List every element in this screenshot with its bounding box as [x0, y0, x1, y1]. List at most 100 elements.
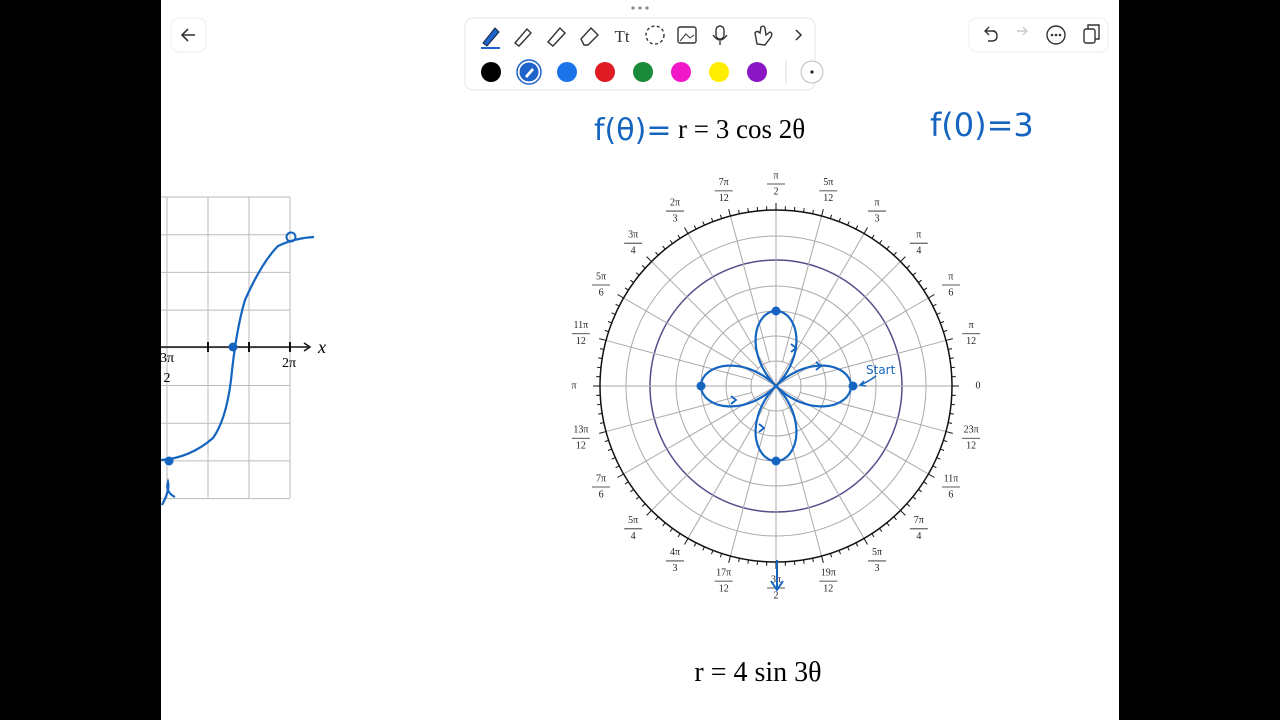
angle-label-numerator: 4π: [670, 547, 680, 558]
angle-label-denominator: 3: [673, 563, 678, 574]
angle-label-numerator: 13π: [573, 425, 588, 436]
handwritten-point: [285, 231, 297, 243]
highlighter-tool[interactable]: [546, 26, 566, 47]
angle-label-numerator: 7π: [596, 473, 606, 484]
angle-label-denominator: 12: [823, 193, 833, 204]
handwritten-arrow: [770, 560, 784, 592]
handwritten-point: [228, 342, 238, 352]
angle-label-numerator: 5π: [596, 271, 606, 282]
radial-line: [775, 385, 929, 475]
angle-label: π: [571, 380, 576, 391]
angle-label-numerator: 5π: [628, 515, 638, 526]
color-swatch[interactable]: [481, 62, 501, 82]
radial-line: [775, 385, 865, 539]
mic-tool[interactable]: [712, 25, 728, 45]
gesture-tool[interactable]: [754, 25, 773, 46]
angle-label-denominator: 12: [719, 583, 729, 594]
radial-line: [781, 410, 823, 557]
angle-tick: [900, 510, 906, 516]
lasso-tool[interactable]: [645, 25, 665, 45]
angle-label: 0: [976, 380, 981, 391]
radial-line: [793, 403, 901, 511]
angle-label-denominator: 3: [673, 213, 678, 224]
angle-label-numerator: π: [773, 170, 778, 181]
handwritten-arrow: [858, 375, 877, 387]
angle-label-numerator: 11π: [574, 320, 589, 331]
angle-label-denominator: 6: [948, 489, 953, 500]
handwritten-arrowhead: [730, 395, 738, 405]
image-tool[interactable]: [677, 26, 697, 44]
radial-line: [651, 261, 759, 369]
angle-tick: [599, 431, 607, 434]
axis-label: x: [317, 337, 326, 357]
pen-tool[interactable]: [481, 27, 500, 49]
angle-tick: [945, 338, 953, 341]
angle-label-numerator: 5π: [872, 547, 882, 558]
handwritten-arrowhead: [758, 423, 766, 433]
angle-label-denominator: 2: [774, 186, 779, 197]
text-tool[interactable]: Tt: [614, 27, 629, 46]
color-swatch[interactable]: [557, 62, 577, 82]
handwritten-arrowhead: [815, 361, 823, 371]
color-swatch[interactable]: [709, 62, 729, 82]
angle-label-numerator: π: [916, 229, 921, 240]
handwritten-point: [696, 381, 706, 391]
tick-label-denominator: 2: [164, 371, 171, 386]
angle-label-denominator: 4: [631, 245, 636, 256]
handwritten-arrowhead: [790, 343, 798, 353]
more-tools[interactable]: [795, 29, 803, 41]
undo-button[interactable]: [984, 26, 998, 42]
angle-label-numerator: 19π: [821, 567, 836, 578]
angle-label-denominator: 12: [576, 441, 586, 452]
handwritten-note: Start: [866, 363, 896, 377]
radial-line: [623, 385, 777, 475]
angle-label-denominator: 4: [916, 531, 921, 542]
radial-line: [605, 339, 752, 381]
more-button[interactable]: [1046, 25, 1066, 45]
pencil-tool[interactable]: [513, 27, 532, 47]
angle-tick: [863, 538, 868, 545]
angle-label-numerator: 11π: [944, 473, 959, 484]
angle-label-numerator: π: [969, 320, 974, 331]
color-swatch[interactable]: [747, 62, 767, 82]
radial-line: [800, 391, 947, 433]
angle-label-numerator: 3π: [628, 229, 638, 240]
radial-line: [729, 410, 771, 557]
angle-label-denominator: 4: [631, 531, 636, 542]
handwritten-point: [848, 381, 858, 391]
angle-tick: [928, 473, 935, 478]
color-swatch[interactable]: [671, 62, 691, 82]
equation: r = 3 cos 2θ: [678, 114, 805, 144]
color-swatch[interactable]: [633, 62, 653, 82]
angle-label-numerator: 7π: [719, 177, 729, 188]
radial-line: [775, 233, 865, 387]
handwritten-point: [771, 456, 781, 466]
angle-tick: [945, 431, 953, 434]
angle-label-numerator: π: [874, 197, 879, 208]
angle-label-denominator: 3: [875, 563, 880, 574]
angle-label-denominator: 12: [576, 336, 586, 347]
angle-label-denominator: 2: [774, 590, 779, 601]
color-swatch[interactable]: [595, 62, 615, 82]
eraser-tool[interactable]: [580, 26, 599, 46]
angle-tick: [728, 209, 731, 217]
angle-label-denominator: 12: [966, 336, 976, 347]
radial-line: [729, 215, 771, 362]
angle-tick: [821, 209, 824, 217]
radial-line: [781, 215, 823, 362]
angle-label-denominator: 6: [599, 489, 604, 500]
angle-label-numerator: 7π: [914, 515, 924, 526]
redo-button[interactable]: [1017, 26, 1028, 36]
handwritten-curve: [160, 235, 315, 462]
angle-tick: [617, 473, 624, 478]
angle-tick: [684, 227, 689, 234]
angle-tick: [646, 256, 652, 262]
angle-label-denominator: 4: [916, 245, 921, 256]
pages-button[interactable]: [1083, 24, 1100, 44]
angle-label-denominator: 12: [823, 583, 833, 594]
handwritten-point: [164, 456, 174, 466]
back-button[interactable]: [170, 17, 207, 53]
angle-label-denominator: 12: [719, 193, 729, 204]
tick-label-numerator: 3π: [160, 351, 174, 366]
